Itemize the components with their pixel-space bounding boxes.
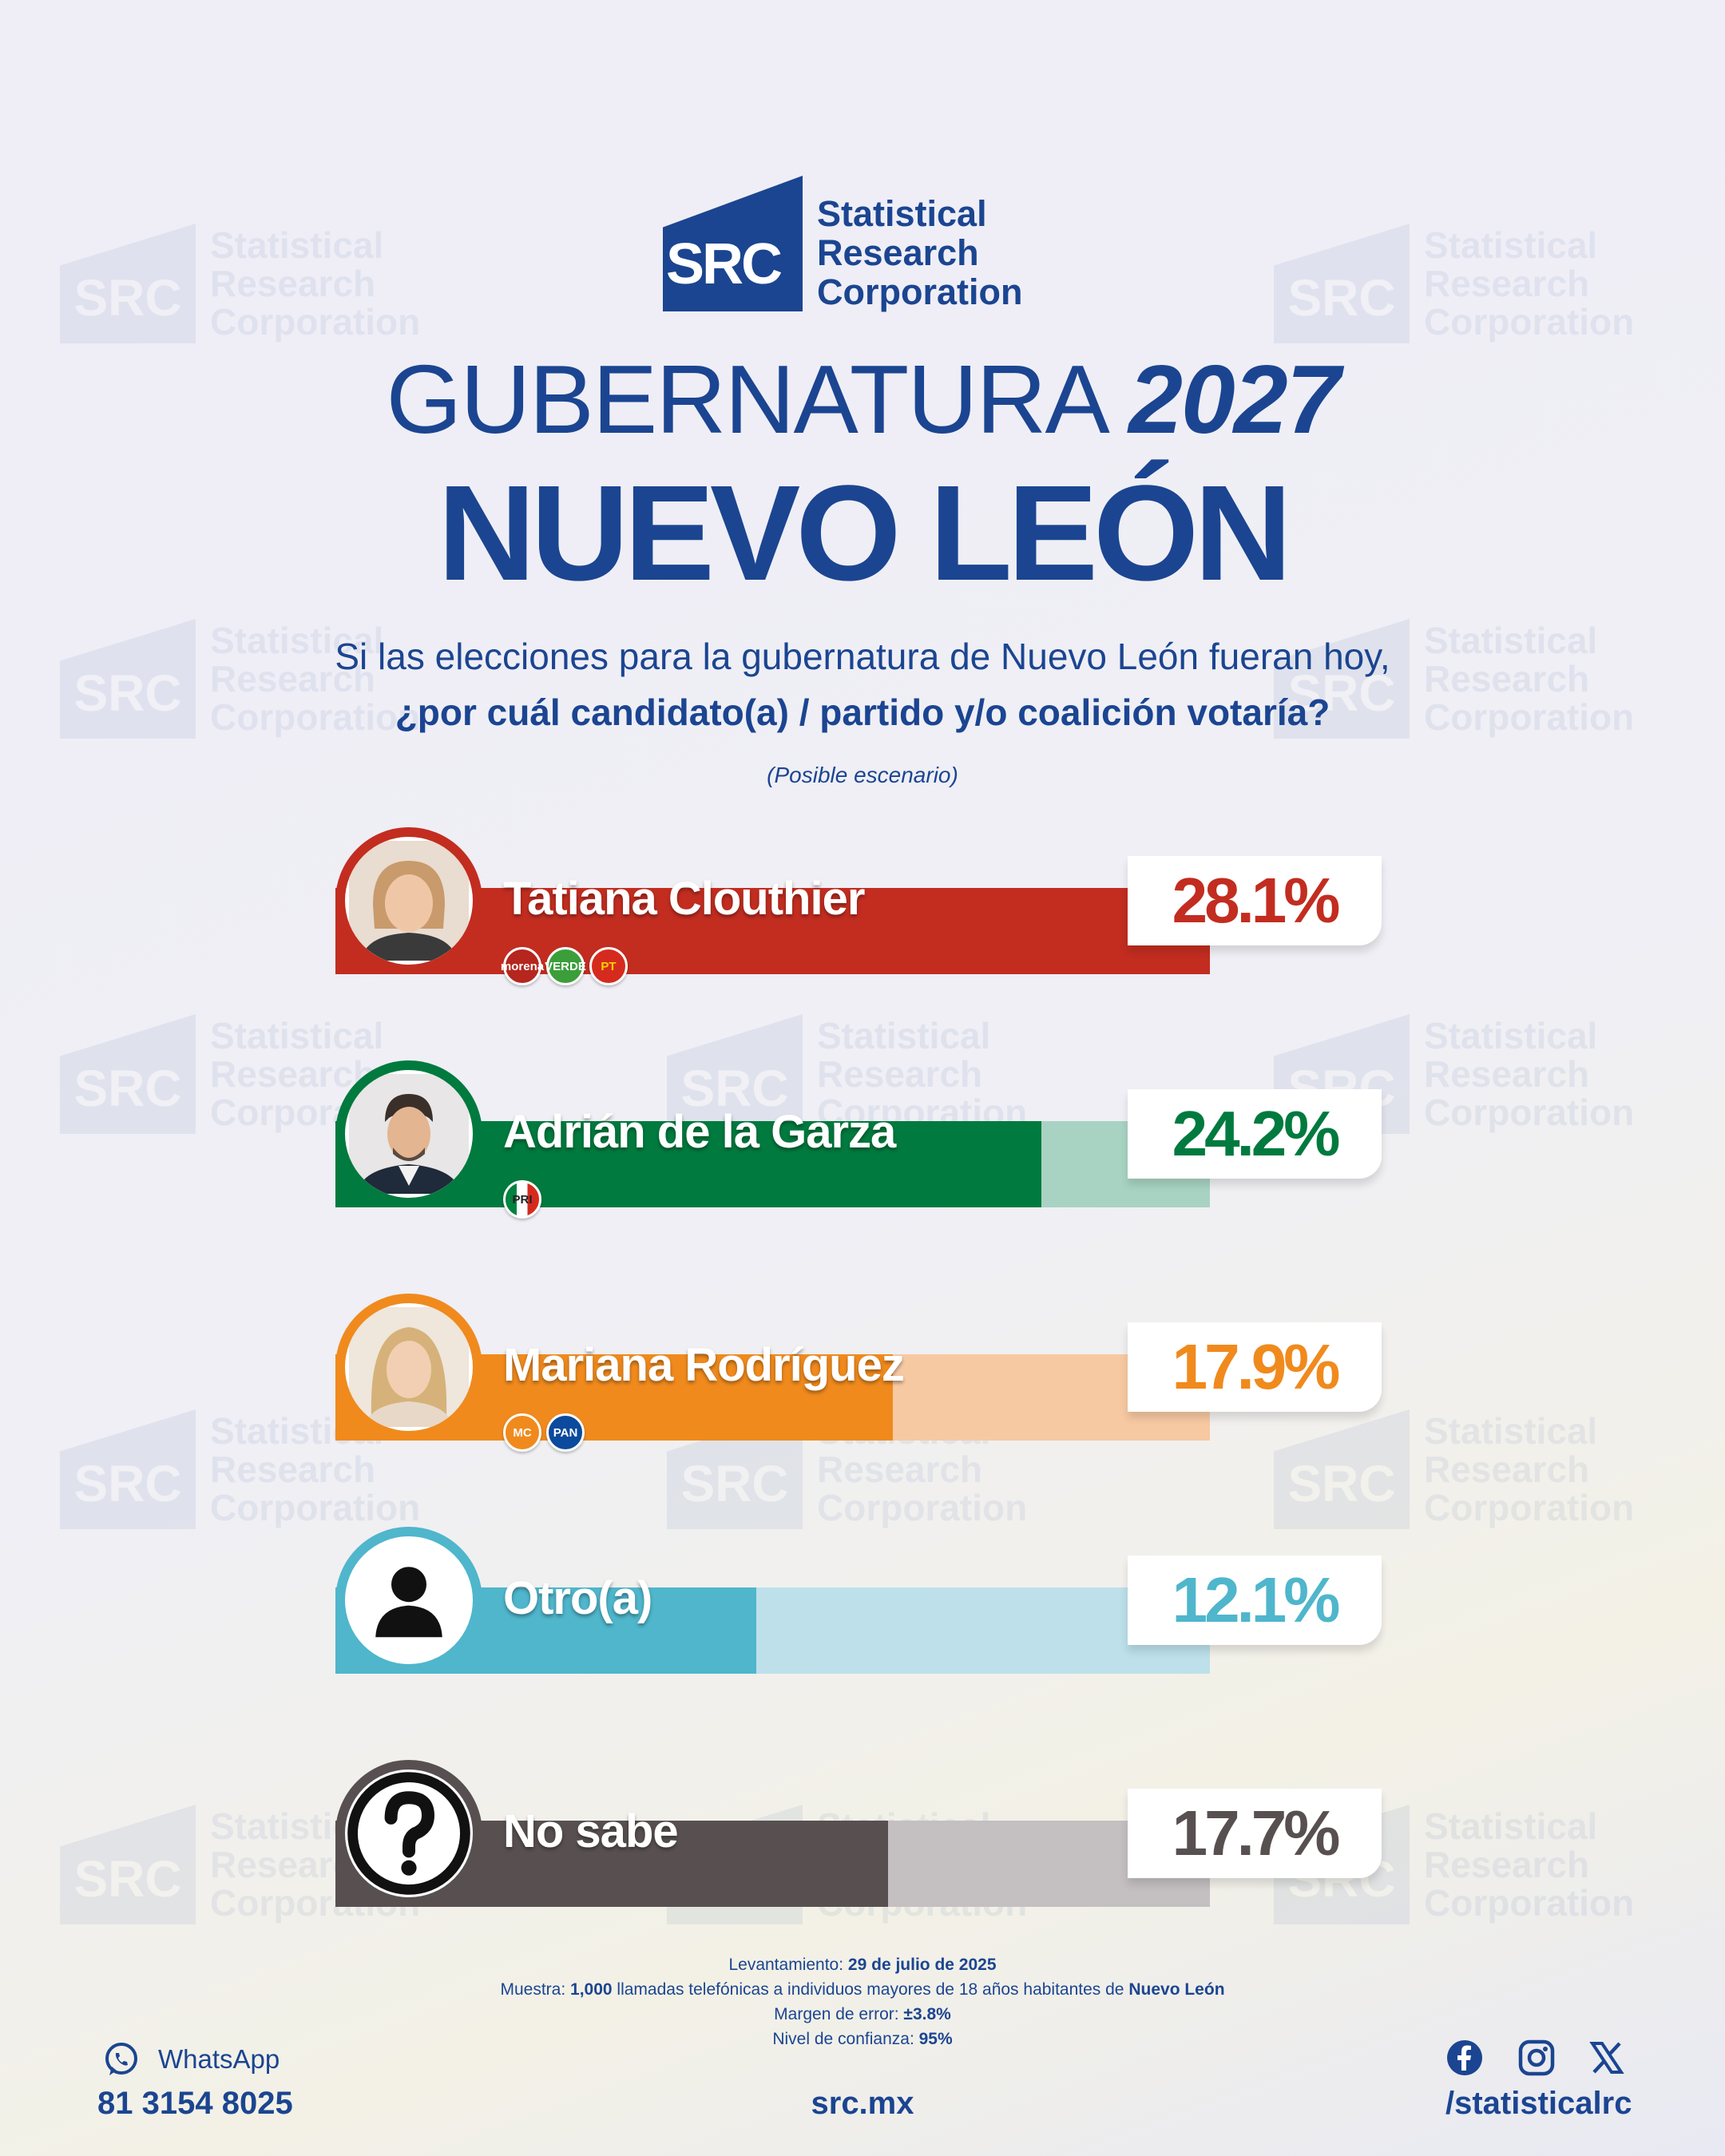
party-logos: PRI: [503, 1180, 541, 1219]
morena-logo: morena: [501, 947, 544, 985]
value-label: 12.1%: [1172, 1564, 1341, 1635]
value-box: 28.1%: [1128, 856, 1382, 945]
x-icon[interactable]: [1589, 2040, 1624, 2075]
page-title: GUBERNATURA 2027: [0, 343, 1725, 455]
avatar: [335, 1527, 482, 1674]
question-line-2: ¿por cuál candidato(a) / partido y/o coa…: [395, 692, 1330, 733]
whatsapp-contact[interactable]: WhatsApp: [102, 2040, 280, 2079]
person-icon: [375, 1567, 442, 1638]
avatar: [335, 1060, 482, 1207]
avatar: [335, 1294, 482, 1441]
scenario-note: (Posible escenario): [767, 763, 958, 787]
phone-number[interactable]: 81 3154 8025: [97, 2086, 293, 2121]
candidate-photo-icon: [349, 841, 469, 961]
whatsapp-label: WhatsApp: [158, 2044, 280, 2074]
party-logos: MC PAN: [503, 1413, 585, 1452]
social-icons: [1445, 2039, 1624, 2077]
bar-row: Adrián de la Garza 24.2% PRI: [335, 1060, 1382, 1219]
bar-label: No sabe: [503, 1805, 679, 1857]
value-label: 17.7%: [1172, 1797, 1341, 1869]
question-icon: [347, 1772, 470, 1895]
bar-row: Tatiana Clouthier 28.1% morena VERDE PT: [335, 827, 1382, 985]
bar-label: Adrián de la Garza: [503, 1106, 896, 1158]
value-box: 12.1%: [1128, 1556, 1382, 1645]
pan-logo: PAN: [546, 1413, 585, 1452]
logo-text: Statistical Research Corporation: [817, 193, 1023, 312]
value-label: 17.9%: [1172, 1331, 1341, 1402]
social-handle[interactable]: /statisticalrc: [1445, 2086, 1632, 2121]
bar-row: No sabe 17.7%: [335, 1760, 1382, 1912]
value-label: 28.1%: [1172, 865, 1341, 936]
avatar: [335, 1760, 482, 1907]
verde-logo: VERDE: [545, 947, 586, 985]
value-box: 24.2%: [1128, 1089, 1382, 1179]
avatar: [335, 827, 482, 974]
logo-mark: SRC: [663, 176, 803, 311]
party-logos: morena VERDE PT: [501, 947, 628, 985]
website-link[interactable]: src.mx: [811, 2086, 914, 2121]
bar-label: Tatiana Clouthier: [503, 873, 865, 925]
methodology-note: Levantamiento: 29 de julio de 2025 Muest…: [500, 1956, 1225, 2048]
facebook-icon[interactable]: [1445, 2039, 1484, 2077]
candidate-photo-icon: [349, 1307, 469, 1427]
pri-logo: PRI: [503, 1180, 541, 1219]
bar-label: Mariana Rodríguez: [503, 1339, 905, 1391]
instagram-icon[interactable]: [1517, 2039, 1556, 2077]
bar-label: Otro(a): [503, 1572, 652, 1624]
bar-row: Otro(a) 12.1%: [335, 1527, 1382, 1678]
bar-row: Mariana Rodríguez 17.9% MC PAN: [335, 1294, 1382, 1452]
question-line-1: Si las elecciones para la gubernatura de…: [335, 636, 1390, 677]
title-year: 2027: [1128, 345, 1340, 454]
title-light: GUBERNATURA: [386, 345, 1105, 454]
brand-logo: SRC Statistical Research Corporation: [663, 176, 1022, 311]
value-box: 17.7%: [1128, 1789, 1382, 1878]
whatsapp-icon: [105, 2043, 137, 2075]
mc-logo: MC: [503, 1413, 541, 1452]
page-subtitle: NUEVO LEÓN: [437, 458, 1292, 609]
value-label: 24.2%: [1172, 1098, 1341, 1169]
candidate-photo-icon: [349, 1074, 469, 1194]
value-box: 17.9%: [1128, 1322, 1382, 1412]
pt-logo: PT: [589, 947, 628, 985]
